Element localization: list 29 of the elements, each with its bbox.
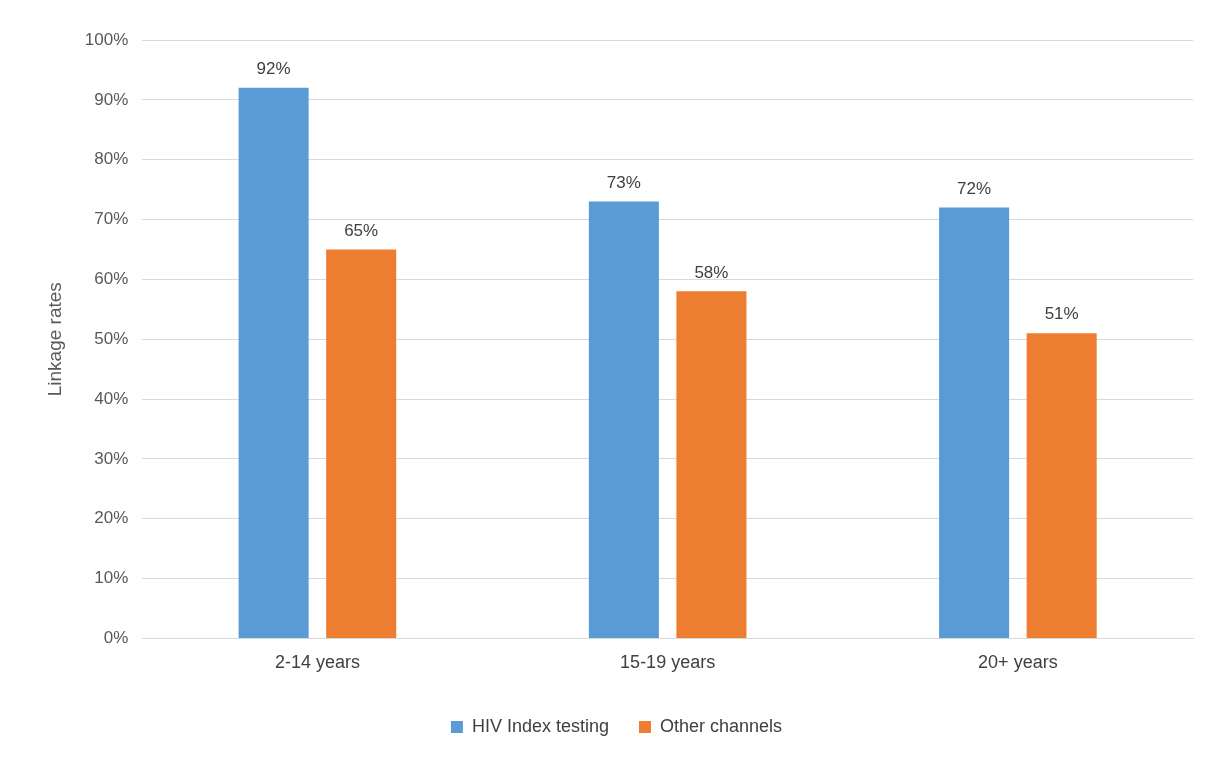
legend-label: HIV Index testing xyxy=(471,715,610,736)
y-tick-label: 70% xyxy=(94,209,129,229)
bar xyxy=(676,291,747,638)
data-label: 58% xyxy=(694,262,729,282)
bar xyxy=(588,201,659,638)
data-label: 51% xyxy=(1044,304,1079,324)
y-tick-label: 20% xyxy=(94,508,129,528)
x-tick-label: 2-14 years xyxy=(274,652,360,673)
bar xyxy=(326,249,397,638)
data-label: 92% xyxy=(256,59,291,79)
y-tick-label: 30% xyxy=(94,448,129,468)
y-tick-label: 60% xyxy=(94,269,129,289)
bar xyxy=(1026,333,1097,638)
data-label: 73% xyxy=(606,172,641,192)
y-tick-label: 40% xyxy=(94,388,129,408)
y-tick-label: 10% xyxy=(94,568,129,588)
bar xyxy=(939,207,1010,638)
y-tick-label: 0% xyxy=(103,628,129,648)
y-tick-label: 100% xyxy=(84,29,129,49)
y-tick-label: 90% xyxy=(94,89,129,109)
data-label: 65% xyxy=(344,220,379,240)
legend-label: Other channels xyxy=(660,715,783,736)
data-label: 72% xyxy=(957,178,992,198)
y-axis-title: Linkage rates xyxy=(43,282,65,397)
bar xyxy=(238,87,309,638)
y-tick-label: 50% xyxy=(94,328,129,348)
y-tick-label: 80% xyxy=(94,149,129,169)
x-tick-label: 20+ years xyxy=(978,652,1058,673)
x-tick-label: 15-19 years xyxy=(620,652,716,673)
